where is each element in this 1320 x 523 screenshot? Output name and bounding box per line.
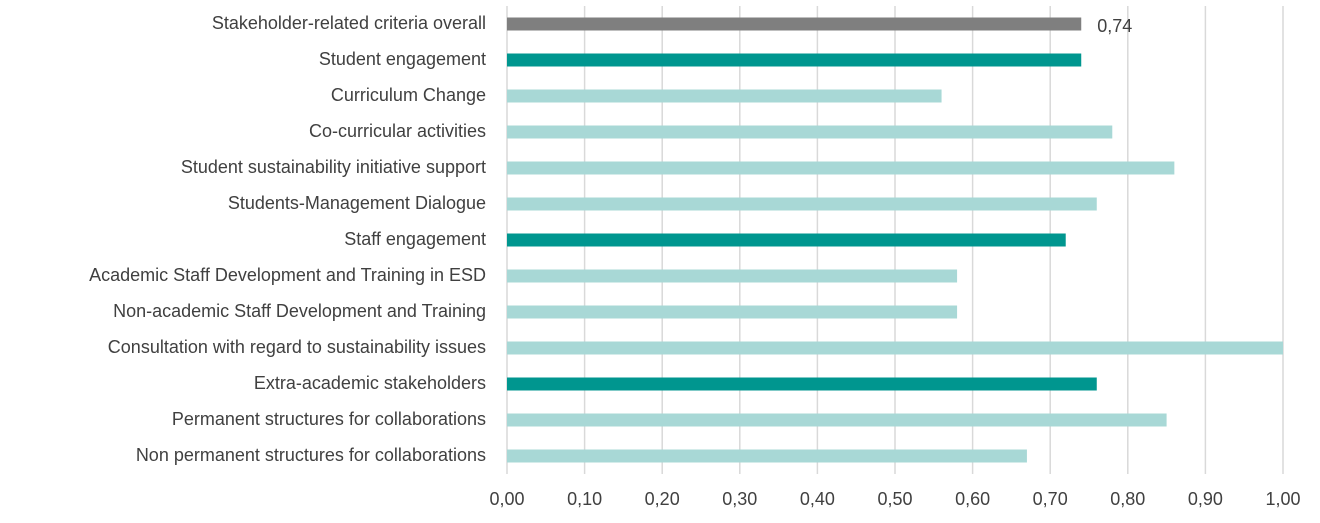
y-tick-label: Curriculum Change bbox=[331, 85, 486, 105]
bar bbox=[507, 377, 1097, 391]
y-tick-label: Student sustainability initiative suppor… bbox=[181, 157, 486, 177]
bar bbox=[507, 341, 1283, 355]
bar bbox=[507, 197, 1097, 211]
bar bbox=[507, 17, 1082, 31]
bar bbox=[507, 89, 942, 103]
x-tick-label: 0,20 bbox=[645, 489, 680, 509]
y-tick-label: Academic Staff Development and Training … bbox=[89, 265, 486, 285]
x-tick-label: 0,40 bbox=[800, 489, 835, 509]
y-tick-label: Permanent structures for collaborations bbox=[172, 409, 486, 429]
bar bbox=[507, 305, 958, 319]
bar bbox=[507, 125, 1113, 139]
y-tick-label: Students-Management Dialogue bbox=[228, 193, 486, 213]
x-tick-label: 0,50 bbox=[877, 489, 912, 509]
y-tick-label: Non permanent structures for collaborati… bbox=[136, 445, 486, 465]
y-tick-label: Staff engagement bbox=[344, 229, 486, 249]
x-tick-label: 0,80 bbox=[1110, 489, 1145, 509]
x-tick-label: 0,10 bbox=[567, 489, 602, 509]
bar bbox=[507, 449, 1027, 463]
bar bbox=[507, 413, 1167, 427]
y-tick-label: Student engagement bbox=[319, 49, 486, 69]
bar bbox=[507, 53, 1082, 67]
x-tick-label: 0,60 bbox=[955, 489, 990, 509]
y-tick-label: Co-curricular activities bbox=[309, 121, 486, 141]
x-tick-label: 1,00 bbox=[1265, 489, 1300, 509]
y-tick-label: Consultation with regard to sustainabili… bbox=[108, 337, 486, 357]
bar bbox=[507, 233, 1066, 247]
data-label: 0,74 bbox=[1097, 16, 1132, 36]
x-tick-label: 0,00 bbox=[489, 489, 524, 509]
y-tick-label: Extra-academic stakeholders bbox=[254, 373, 486, 393]
bar bbox=[507, 269, 958, 283]
x-tick-label: 0,30 bbox=[722, 489, 757, 509]
x-tick-label: 0,70 bbox=[1033, 489, 1068, 509]
y-tick-label: Stakeholder-related criteria overall bbox=[212, 13, 486, 33]
bar bbox=[507, 161, 1175, 175]
x-tick-label: 0,90 bbox=[1188, 489, 1223, 509]
y-tick-label: Non-academic Staff Development and Train… bbox=[113, 301, 486, 321]
